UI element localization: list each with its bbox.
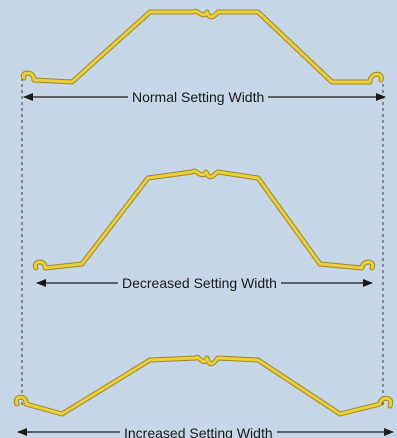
increased-sheet-pile-profile (13, 354, 394, 417)
increased-setting-width-label: Increased Setting Width (120, 424, 277, 438)
decreased-setting-width-label: Decreased Setting Width (118, 274, 281, 292)
decreased-sheet-pile-profile (32, 168, 376, 271)
normal-setting-width-label: Normal Setting Width (128, 88, 269, 106)
normal-sheet-pile-profile (20, 8, 384, 85)
